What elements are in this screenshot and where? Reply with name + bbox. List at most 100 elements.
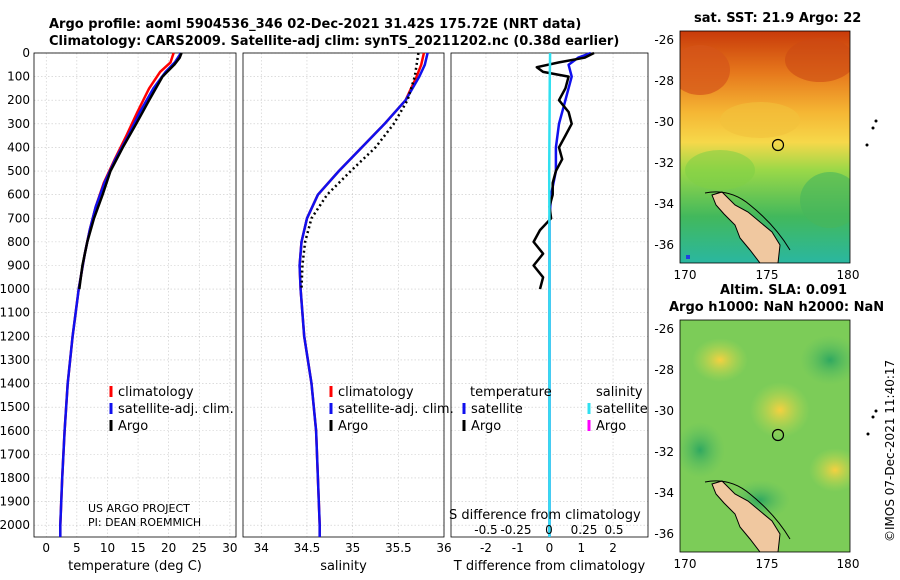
plot-frame bbox=[242, 52, 445, 538]
legend-climatology-label: climatology bbox=[118, 385, 194, 400]
map-longitude-label: 180 bbox=[837, 268, 860, 282]
sst-cool-patch bbox=[800, 172, 850, 228]
sst-argo-location-marker bbox=[771, 138, 785, 152]
island-dot bbox=[865, 143, 869, 147]
sla-map-title-line2: Argo h1000: NaN h2000: NaN bbox=[669, 300, 884, 315]
depth-tick-label: 1200 bbox=[0, 329, 30, 343]
x-tick-label: 34 bbox=[254, 541, 269, 555]
x-tick-label: 2 bbox=[609, 541, 617, 555]
x-tick-label: 10 bbox=[100, 541, 115, 555]
sla-land-new-zealand bbox=[711, 480, 781, 552]
island-dot bbox=[866, 432, 870, 436]
series-line-t-argo bbox=[532, 51, 595, 290]
depth-tick-label: 200 bbox=[7, 93, 30, 107]
sst-warm-patch bbox=[680, 45, 730, 95]
s-difference-tick-label: -0.5 bbox=[474, 523, 497, 537]
credit-line2: PI: DEAN ROEMMICH bbox=[88, 516, 201, 529]
series-line-satellite-adj-clim- bbox=[59, 52, 182, 537]
island-dot bbox=[874, 119, 878, 123]
depth-axis-labels: 0 100 200 300 400 500 600 700 800 900 1000 1100 1200… bbox=[0, 46, 30, 532]
map-longitude-label: 170 bbox=[674, 268, 697, 282]
legend-s-satellite-label: satellite bbox=[596, 402, 648, 417]
sst-mid-patch bbox=[720, 102, 800, 138]
sla-low-patch bbox=[800, 335, 850, 385]
x-tick-label: 1 bbox=[577, 541, 585, 555]
series-line-satellite-adj-clim- bbox=[298, 52, 429, 537]
legend-satellite-label: satellite-adj. clim. bbox=[338, 402, 454, 417]
depth-tick-label: 0 bbox=[22, 46, 30, 60]
depth-tick-label: 700 bbox=[7, 211, 30, 225]
figure-title-line2: Climatology: CARS2009. Satellite-adj cli… bbox=[49, 34, 619, 49]
sst-map bbox=[680, 31, 850, 263]
map-longitude-label: 175 bbox=[756, 268, 779, 282]
map-latitude-label: -32 bbox=[654, 445, 674, 459]
sla-map bbox=[680, 320, 850, 552]
depth-tick-label: 1400 bbox=[0, 377, 30, 391]
sla-low-patch bbox=[680, 422, 725, 478]
legend-argo-label: Argo bbox=[338, 419, 368, 434]
figure-title-line1: Argo profile: aoml 5904536_346 02-Dec-20… bbox=[49, 17, 581, 32]
depth-tick-label: 1300 bbox=[0, 353, 30, 367]
s-difference-tick-label: 0 bbox=[545, 523, 553, 537]
sst-land-new-zealand bbox=[711, 191, 781, 263]
map-latitude-label: -36 bbox=[654, 527, 674, 541]
legend-salinity-title: salinity bbox=[596, 385, 643, 400]
map-latitude-label: -30 bbox=[654, 115, 674, 129]
depth-tick-label: 1000 bbox=[0, 282, 30, 296]
sla-high-patch bbox=[809, 448, 850, 492]
depth-tick-label: 2000 bbox=[0, 518, 30, 532]
difference-panel: -2 -1 0 1 2 T difference from climatology bbox=[450, 51, 649, 574]
x-tick-label: -2 bbox=[480, 541, 492, 555]
series-line-argo bbox=[78, 52, 183, 290]
difference-legend: temperature satellite Argo salinity sate… bbox=[462, 385, 648, 434]
sst-map-tick-labels: 170 175 180 -26 -28 -30 -32 -34 -36 bbox=[654, 33, 859, 282]
map-latitude-label: -36 bbox=[654, 238, 674, 252]
depth-tick-label: 100 bbox=[7, 70, 30, 84]
legend-argo-label: Argo bbox=[118, 419, 148, 434]
map-longitude-label: 180 bbox=[837, 557, 860, 571]
map-latitude-label: -34 bbox=[654, 486, 674, 500]
x-tick-label: -1 bbox=[512, 541, 524, 555]
depth-tick-label: 400 bbox=[7, 140, 30, 154]
x-tick-label: 34.5 bbox=[294, 541, 321, 555]
legend-climatology-label: climatology bbox=[338, 385, 414, 400]
x-axis-label: salinity bbox=[320, 559, 367, 574]
legend-temperature-title: temperature bbox=[470, 385, 552, 400]
legend-s-argo-label: Argo bbox=[596, 419, 626, 434]
s-difference-tick-labels: -0.5 -0.25 0 0.25 0.5 bbox=[474, 523, 623, 537]
x-tick-label: 35 bbox=[345, 541, 360, 555]
s-difference-tick-label: 0.25 bbox=[571, 523, 598, 537]
s-difference-tick-label: 0.5 bbox=[604, 523, 623, 537]
x-tick-label: 0 bbox=[42, 541, 50, 555]
plot-frame bbox=[33, 52, 237, 538]
island-dot bbox=[874, 409, 878, 413]
depth-tick-label: 1900 bbox=[0, 495, 30, 509]
salinity-legend: climatology satellite-adj. clim. Argo bbox=[329, 385, 454, 434]
depth-tick-label: 800 bbox=[7, 235, 30, 249]
depth-tick-label: 600 bbox=[7, 188, 30, 202]
sla-map-frame bbox=[679, 319, 851, 553]
map-latitude-label: -28 bbox=[654, 363, 674, 377]
depth-tick-label: 1600 bbox=[0, 424, 30, 438]
island-dot bbox=[871, 415, 875, 419]
depth-tick-label: 1500 bbox=[0, 400, 30, 414]
legend-satellite-label: satellite-adj. clim. bbox=[118, 402, 234, 417]
sla-map-title-line1: Altim. SLA: 0.091 bbox=[720, 283, 847, 298]
x-tick-label: 20 bbox=[161, 541, 176, 555]
x-axis-label: temperature (deg C) bbox=[68, 559, 202, 574]
map-latitude-label: -26 bbox=[654, 33, 674, 47]
salinity-panel: 34 34.5 35 35.5 36 salinity bbox=[242, 52, 452, 574]
x-tick-label: 35.5 bbox=[385, 541, 412, 555]
island-dot bbox=[871, 126, 875, 130]
x-tick-label: 15 bbox=[130, 541, 145, 555]
sst-map-frame bbox=[679, 30, 851, 264]
depth-tick-label: 1100 bbox=[0, 306, 30, 320]
depth-tick-label: 300 bbox=[7, 117, 30, 131]
sst-marker bbox=[686, 255, 690, 259]
series-line-argo bbox=[300, 52, 420, 290]
x-tick-label: 0 bbox=[546, 541, 554, 555]
temperature-legend: climatology satellite-adj. clim. Argo bbox=[109, 385, 234, 434]
x-axis-label: T difference from climatology bbox=[453, 559, 646, 574]
temperature-panel: 0 5 10 15 20 25 30 temperature (deg C) bbox=[33, 52, 238, 574]
